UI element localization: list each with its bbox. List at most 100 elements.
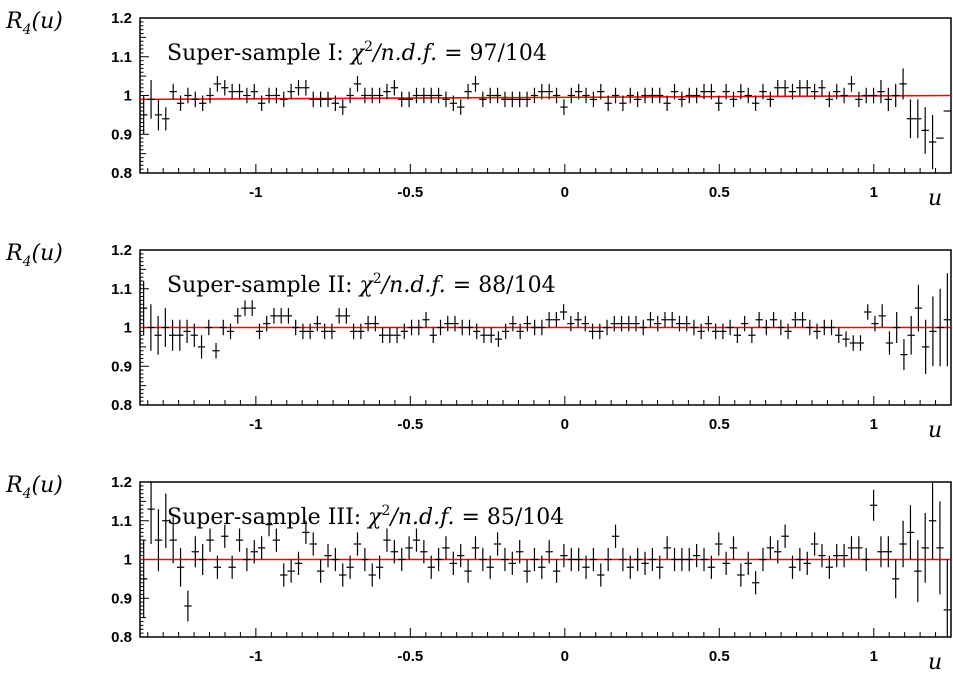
data-point — [726, 319, 734, 336]
data-point — [176, 547, 185, 587]
data-point — [715, 532, 723, 556]
panel-title-prefix: Super-sample I: — [167, 41, 351, 66]
data-point — [287, 83, 295, 100]
y-tick-label: 1.1 — [111, 281, 132, 298]
data-point — [538, 319, 546, 336]
data-point — [719, 323, 727, 340]
y-tick-label: 1.1 — [111, 49, 132, 66]
data-point — [198, 544, 207, 575]
data-point — [221, 80, 229, 96]
data-point — [280, 563, 288, 587]
data-point — [610, 315, 618, 332]
data-point — [480, 327, 488, 343]
data-point — [833, 83, 841, 100]
data-point — [471, 76, 480, 92]
data-point — [324, 544, 332, 568]
data-point — [700, 547, 708, 572]
data-point — [884, 87, 893, 111]
data-point — [668, 312, 676, 328]
x-axis-label: u — [928, 418, 942, 443]
data-point — [661, 312, 669, 328]
data-point — [589, 91, 598, 108]
data-point — [241, 300, 249, 316]
data-point — [302, 80, 310, 96]
data-point — [427, 87, 435, 104]
data-point — [840, 87, 848, 104]
data-point — [422, 312, 430, 328]
data-point — [353, 532, 362, 556]
x-tick-label: -1 — [249, 648, 262, 665]
data-point — [545, 540, 553, 564]
data-point — [405, 536, 413, 560]
data-point — [928, 482, 937, 560]
data-point — [818, 80, 826, 96]
data-point — [914, 284, 923, 332]
data-point — [914, 540, 922, 603]
data-point — [769, 312, 778, 328]
data-point — [840, 544, 848, 568]
data-point — [235, 528, 244, 552]
data-point — [648, 547, 657, 572]
data-points — [140, 482, 951, 637]
data-point — [670, 83, 679, 100]
data-point — [788, 83, 797, 100]
data-point — [766, 536, 775, 560]
data-point — [486, 555, 494, 579]
data-point — [493, 87, 502, 104]
data-point — [257, 95, 266, 111]
data-point — [715, 95, 723, 111]
data-point — [309, 91, 317, 108]
data-point — [434, 547, 443, 572]
data-point — [892, 559, 900, 599]
x-tick-label: 0.5 — [709, 648, 730, 665]
data-point — [690, 319, 698, 336]
data-point — [774, 540, 782, 564]
data-point — [263, 315, 271, 332]
data-point — [531, 319, 539, 336]
data-point — [183, 319, 191, 343]
panel-title-stat: 88/104 — [478, 273, 555, 298]
data-point — [936, 137, 944, 139]
data-point — [277, 308, 285, 324]
data-point — [943, 273, 951, 367]
data-point — [299, 323, 307, 340]
data-point — [228, 555, 236, 579]
data-point — [617, 315, 626, 332]
data-point — [766, 91, 775, 108]
data-point — [162, 107, 170, 131]
data-point — [206, 528, 214, 552]
data-point — [292, 319, 300, 336]
data-point — [449, 551, 458, 575]
data-point — [434, 87, 443, 104]
data-point — [791, 312, 799, 328]
data-point — [862, 87, 870, 104]
data-point — [248, 300, 256, 316]
data-point — [869, 87, 878, 104]
data-point — [582, 555, 590, 579]
x-tick-label: 0 — [561, 648, 569, 665]
data-point — [197, 335, 206, 359]
x-tick-label: 1 — [870, 416, 878, 433]
data-point — [265, 513, 273, 537]
x-axis-label: u — [928, 186, 942, 211]
data-point — [722, 551, 730, 575]
data-point — [523, 91, 531, 108]
data-point — [427, 555, 435, 579]
data-point — [777, 319, 785, 336]
data-point — [328, 323, 336, 340]
data-point — [162, 493, 170, 548]
data-point — [213, 555, 222, 579]
y-axis-label: R4(u) — [5, 241, 63, 270]
data-points — [140, 68, 951, 170]
data-point — [707, 555, 716, 579]
data-point — [184, 87, 192, 104]
data-point — [762, 319, 770, 336]
data-point — [567, 315, 575, 332]
data-point — [415, 319, 423, 336]
data-point — [250, 83, 258, 100]
data-point — [407, 319, 416, 336]
data-point — [321, 323, 329, 340]
data-point — [825, 555, 834, 579]
panel-title-prefix: Super-sample II: — [167, 273, 359, 298]
data-point — [213, 76, 222, 92]
